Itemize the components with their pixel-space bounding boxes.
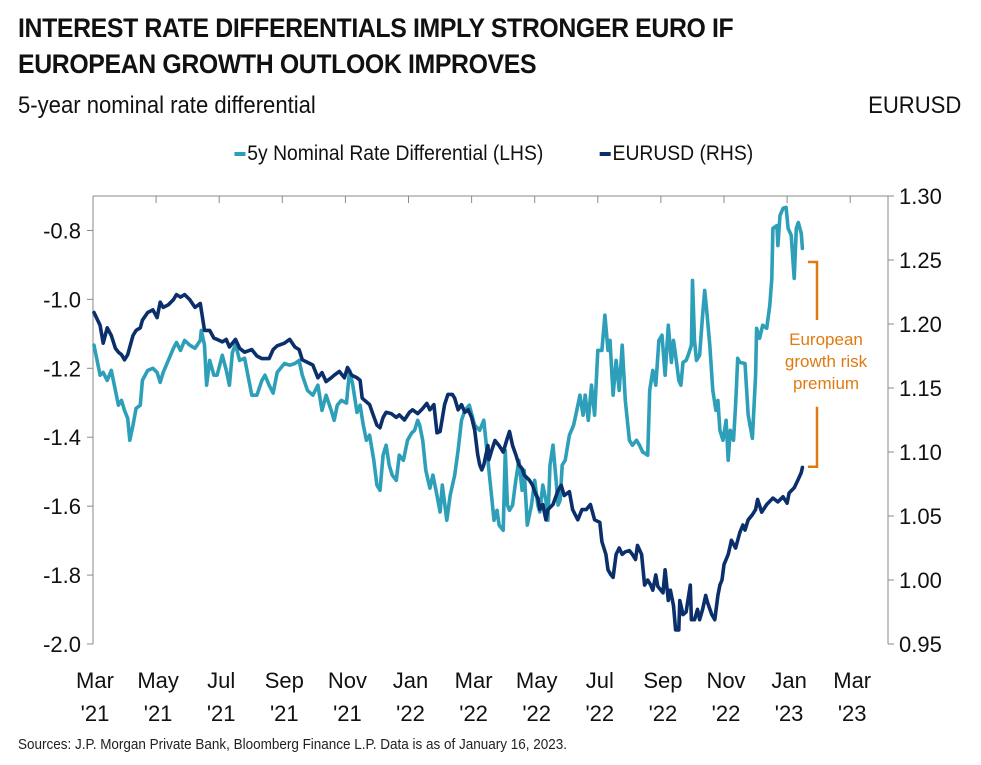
- right-tick-label: 1.30: [899, 184, 942, 209]
- chart-title-line-2: EUROPEAN GROWTH OUTLOOK IMPROVES: [18, 49, 537, 79]
- left-tick-label: -1.2: [43, 356, 81, 381]
- right-tick-label: 1.25: [899, 248, 942, 273]
- x-tick-label: Jul '21: [207, 668, 236, 726]
- right-tick-label: 1.05: [899, 504, 942, 529]
- legend-swatch-eurusd: [599, 152, 611, 156]
- x-tick-label: Jan '22: [393, 668, 428, 726]
- x-tick-year: '22: [649, 701, 678, 726]
- legend-label-rate-differential: 5y Nominal Rate Differential (LHS): [247, 142, 544, 165]
- x-tick-label: Sep '22: [643, 668, 682, 726]
- x-tick-month: Nov: [328, 668, 367, 693]
- x-tick-label: Nov '22: [706, 668, 745, 726]
- bracket-top: [808, 260, 819, 320]
- left-tick-label: -2.0: [43, 632, 81, 657]
- x-tick-year: '22: [522, 701, 551, 726]
- x-tick-year: '21: [333, 701, 362, 726]
- x-tick-year: '21: [270, 701, 299, 726]
- x-tick-year: '21: [144, 701, 173, 726]
- right-tick-label: 1.00: [899, 568, 942, 593]
- left-tick-label: -0.8: [43, 218, 81, 243]
- x-tick-year: '22: [585, 701, 614, 726]
- x-tick-label: Mar '21: [76, 668, 114, 726]
- annotation-text-line: premium: [793, 374, 859, 393]
- x-tick-month: May: [137, 668, 179, 693]
- series-line-rate-differential: [92, 205, 805, 533]
- x-tick-year: '22: [712, 701, 741, 726]
- x-tick-month: Jul: [207, 668, 235, 693]
- x-tick-year: '23: [775, 701, 804, 726]
- risk-premium-annotation: European growth risk premium: [785, 260, 868, 469]
- annotation-text-line: growth risk: [785, 352, 868, 371]
- left-tick-label: -1.6: [43, 494, 81, 519]
- x-tick-label: Mar '22: [455, 668, 493, 726]
- x-tick-label: May '22: [516, 668, 558, 726]
- x-tick-year: '21: [207, 701, 236, 726]
- legend-item-eurusd: EURUSD (RHS): [599, 142, 754, 166]
- x-tick-month: Mar: [455, 668, 493, 693]
- annotation-text-line: European: [789, 330, 863, 349]
- x-tick-label: Jul '22: [585, 668, 614, 726]
- x-tick-year: '22: [459, 701, 488, 726]
- legend-label-eurusd: EURUSD (RHS): [612, 142, 754, 165]
- x-tick-month: May: [516, 668, 558, 693]
- right-tick-label: 1.10: [899, 440, 942, 465]
- x-tick-label: Nov '21: [328, 668, 367, 726]
- x-tick-month: Mar: [833, 668, 871, 693]
- x-tick-month: Sep: [265, 668, 304, 693]
- chart-legend: 5y Nominal Rate Differential (LHS) EURUS…: [0, 142, 981, 166]
- legend-swatch-rate-differential: [234, 152, 246, 156]
- bracket-bottom: [808, 406, 819, 469]
- chart-title: INTEREST RATE DIFFERENTIALS IMPLY STRONG…: [18, 10, 734, 82]
- right-tick-label: 1.20: [899, 312, 942, 337]
- x-tick-month: Jan: [393, 668, 428, 693]
- series-line-eurusd: [92, 292, 805, 632]
- left-axis-label: 5-year nominal rate differential: [18, 92, 316, 119]
- x-tick-month: Jul: [586, 668, 614, 693]
- chart-series: [92, 205, 805, 632]
- left-tick-label: -1.0: [43, 287, 81, 312]
- chart-axes: -0.8 -1.0 -1.2 -1.4 -1.6 -1.8 -2.0 1.30 1.25 1.20…: [43, 184, 942, 726]
- x-tick-year: '23: [838, 701, 867, 726]
- x-tick-month: Nov: [706, 668, 745, 693]
- x-tick-label: May '21: [137, 668, 179, 726]
- left-tick-label: -1.4: [43, 425, 81, 450]
- x-tick-label: Sep '21: [265, 668, 304, 726]
- right-axis-label: EURUSD: [867, 92, 961, 119]
- right-tick-label: 0.95: [899, 632, 942, 657]
- x-tick-month: Jan: [771, 668, 806, 693]
- source-footnote: Sources: J.P. Morgan Private Bank, Bloom…: [18, 737, 567, 753]
- x-tick-month: Mar: [76, 668, 114, 693]
- x-tick-label: Mar '23: [833, 668, 871, 726]
- x-tick-label: Jan '23: [771, 668, 806, 726]
- left-tick-label: -1.8: [43, 563, 81, 588]
- x-tick-year: '21: [81, 701, 110, 726]
- x-tick-year: '22: [396, 701, 425, 726]
- legend-item-rate-differential: 5y Nominal Rate Differential (LHS): [234, 142, 544, 166]
- right-tick-label: 1.15: [899, 376, 942, 401]
- x-tick-month: Sep: [643, 668, 682, 693]
- chart-title-line-1: INTEREST RATE DIFFERENTIALS IMPLY STRONG…: [18, 13, 734, 43]
